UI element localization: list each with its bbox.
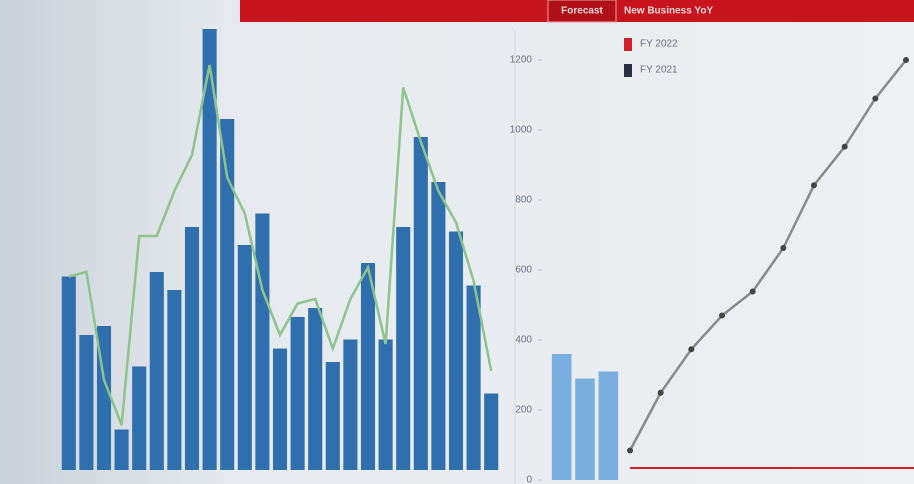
y-tick-label: 1000 bbox=[510, 125, 533, 136]
bar bbox=[185, 227, 199, 470]
y-tick-label: 400 bbox=[515, 335, 532, 346]
point bbox=[627, 447, 633, 453]
bar bbox=[449, 232, 463, 471]
bar bbox=[115, 430, 129, 471]
bar bbox=[308, 308, 322, 470]
point bbox=[811, 182, 817, 188]
y-tick-label: 0 bbox=[526, 475, 532, 484]
y-tick-label: 200 bbox=[515, 405, 532, 416]
bar bbox=[575, 379, 595, 481]
bar bbox=[255, 214, 269, 471]
point bbox=[842, 144, 848, 150]
point bbox=[750, 289, 756, 295]
y-tick-label: 1200 bbox=[510, 55, 533, 66]
y-tick-label: 800 bbox=[515, 195, 532, 206]
bar bbox=[414, 137, 428, 470]
bar bbox=[599, 372, 619, 481]
bar bbox=[62, 277, 76, 471]
point bbox=[903, 57, 909, 63]
bar bbox=[343, 340, 357, 471]
bar bbox=[79, 335, 93, 470]
legend-swatch bbox=[624, 38, 632, 51]
bar bbox=[396, 227, 410, 470]
bar bbox=[291, 317, 305, 470]
tab-label: New Business YoY bbox=[624, 6, 713, 17]
point bbox=[872, 95, 878, 101]
bar bbox=[132, 367, 146, 471]
legend-label: FY 2022 bbox=[640, 39, 678, 50]
bar bbox=[150, 272, 164, 470]
legend-swatch bbox=[624, 64, 632, 77]
point bbox=[688, 346, 694, 352]
point bbox=[658, 390, 664, 396]
bar bbox=[238, 245, 252, 470]
bar bbox=[167, 290, 181, 470]
bar bbox=[326, 362, 340, 470]
bar bbox=[552, 354, 572, 480]
point bbox=[719, 312, 725, 318]
bar bbox=[467, 286, 481, 471]
y-tick-label: 600 bbox=[515, 265, 532, 276]
screen-photo: Forecast New Business YoY 0 200 400 600 800 1… bbox=[0, 0, 914, 484]
bar bbox=[379, 340, 393, 471]
tab-label: Forecast bbox=[561, 6, 603, 17]
point bbox=[780, 245, 786, 251]
page: Forecast New Business YoY 0 200 400 600 800 1… bbox=[0, 0, 914, 484]
bar bbox=[431, 182, 445, 470]
bar bbox=[484, 394, 498, 471]
bar bbox=[273, 349, 287, 471]
legend-label: FY 2021 bbox=[640, 65, 678, 76]
